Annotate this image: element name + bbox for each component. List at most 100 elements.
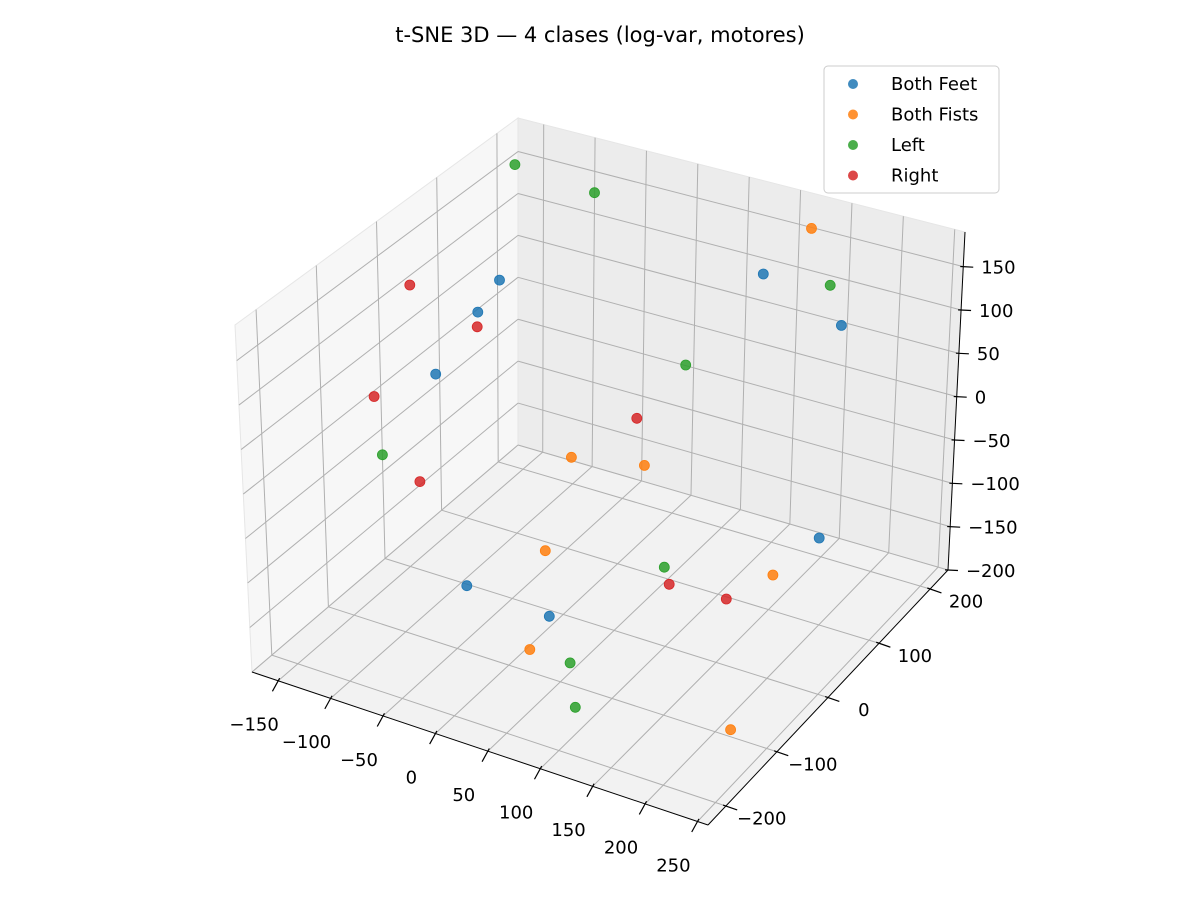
- x-gridline-back: [888, 216, 904, 553]
- legend-label: Both Feet: [891, 74, 977, 95]
- x-gridline-back: [690, 163, 699, 496]
- z-axis-tick: [953, 395, 967, 398]
- z-gridline-left: [245, 318, 519, 539]
- legend-label: Both Fists: [891, 105, 978, 126]
- x-axis-tick-label: 100: [499, 803, 533, 824]
- scatter-point: [430, 368, 442, 380]
- z-axis-tick-label: 100: [979, 301, 1013, 322]
- series-right: [368, 279, 732, 605]
- legend-marker: [848, 140, 858, 150]
- legend: Both Feet Both Fists Left Right: [823, 65, 1000, 194]
- z-gridline-left: [242, 276, 519, 495]
- z-axis-tick: [955, 352, 969, 355]
- z-axis-tick: [949, 482, 963, 485]
- x-gridline-back: [641, 150, 647, 481]
- scatter-point: [767, 569, 779, 581]
- y-axis-tick-label: −100: [788, 754, 837, 775]
- scatter-point: [472, 306, 484, 318]
- scatter-point: [569, 701, 581, 713]
- z-axis-tick-label: 0: [975, 388, 986, 409]
- scatter-point: [836, 319, 847, 331]
- z-gridline-back: [517, 402, 951, 528]
- legend-marker: [848, 170, 858, 181]
- scatter-point: [757, 268, 769, 280]
- z-gridline-back: [517, 360, 953, 484]
- z-axis-tick-label: −50: [973, 431, 1011, 452]
- y-axis-tick: [773, 750, 789, 757]
- x-axis-tick: [533, 765, 543, 780]
- scatter-point: [494, 274, 505, 286]
- x-gridline-back: [542, 124, 545, 453]
- series-both-feet: [430, 268, 847, 622]
- z-gridline-left: [249, 402, 519, 628]
- z-gridline-left: [247, 360, 519, 584]
- legend-marker: [848, 109, 858, 120]
- z-axis-tick: [958, 309, 972, 312]
- x-axis-tick-label: −150: [229, 715, 278, 736]
- scatter-point: [524, 644, 536, 655]
- z-axis-tick: [944, 569, 959, 572]
- y-axis-tick-label: 200: [949, 592, 983, 613]
- chart-title: t-SNE 3D — 4 clases (log-var, motores): [395, 23, 805, 47]
- y-axis-tick-label: −200: [737, 809, 786, 830]
- series-both-fists: [524, 222, 817, 736]
- z-gridline-left: [236, 151, 519, 361]
- z-gridline-back: [517, 318, 955, 441]
- scatter-point: [658, 561, 670, 573]
- scatter-point: [376, 449, 388, 461]
- scatter-point: [414, 476, 426, 488]
- x-axis-tick: [586, 783, 595, 798]
- scatter-point: [509, 159, 521, 171]
- y-gridline-floor: [498, 461, 931, 590]
- x-axis-line: [251, 671, 709, 826]
- y-gridline-floor: [384, 558, 829, 698]
- z-axis-tick-label: 150: [981, 258, 1015, 279]
- scatter-point: [680, 359, 692, 371]
- x-axis-tick: [271, 677, 281, 692]
- legend-marker: [848, 79, 858, 89]
- series-left: [376, 159, 836, 713]
- x-axis-tick-label: 200: [604, 838, 638, 859]
- z-gridline-left: [240, 234, 519, 450]
- z-gridline-back: [517, 234, 960, 354]
- x-gridline-back: [789, 190, 802, 525]
- z-axis-tick-label: −150: [968, 518, 1017, 539]
- x-axis-tick: [481, 748, 490, 762]
- y-gridline-left: [496, 133, 499, 462]
- scatter-point: [725, 724, 736, 736]
- z-axis-tick: [947, 525, 961, 528]
- scatter-point: [539, 545, 551, 557]
- y-axis-tick: [876, 641, 891, 648]
- x-axis-tick: [376, 713, 386, 727]
- y-axis-tick-label: 0: [858, 700, 869, 721]
- z-gridline-back: [517, 151, 964, 268]
- scatter-point: [368, 391, 380, 402]
- y-axis-tick: [927, 587, 942, 594]
- z-axis-tick: [960, 265, 974, 268]
- axes: −150−100−50050100150200250−200−100010020…: [229, 231, 1020, 876]
- scatter-point: [564, 657, 576, 669]
- z-gridline-left: [251, 444, 519, 673]
- x-axis-tick-label: 250: [656, 855, 690, 876]
- scatter-point: [566, 451, 577, 463]
- y-gridline-floor: [271, 654, 727, 807]
- y-gridline-left: [376, 221, 386, 559]
- x-axis-tick: [638, 800, 648, 815]
- x-axis-tick-label: 50: [452, 785, 475, 806]
- y-axis-tick: [824, 695, 840, 703]
- legend-label: Right: [891, 166, 938, 187]
- y-gridline-left: [436, 177, 443, 511]
- z-axis-tick: [951, 439, 965, 442]
- x-axis-tick-label: 0: [406, 767, 417, 788]
- scatter-point: [824, 279, 836, 291]
- y-axis-tick: [722, 804, 738, 811]
- z-axis-tick-label: 50: [977, 344, 1000, 365]
- axis-panes: [234, 117, 966, 826]
- scatter-point: [471, 321, 483, 333]
- scatter-point: [806, 222, 817, 234]
- legend-label: Left: [891, 135, 925, 156]
- legend-box: [823, 65, 1000, 194]
- x-axis-tick: [691, 818, 700, 833]
- z-axis-tick-label: −200: [966, 561, 1015, 582]
